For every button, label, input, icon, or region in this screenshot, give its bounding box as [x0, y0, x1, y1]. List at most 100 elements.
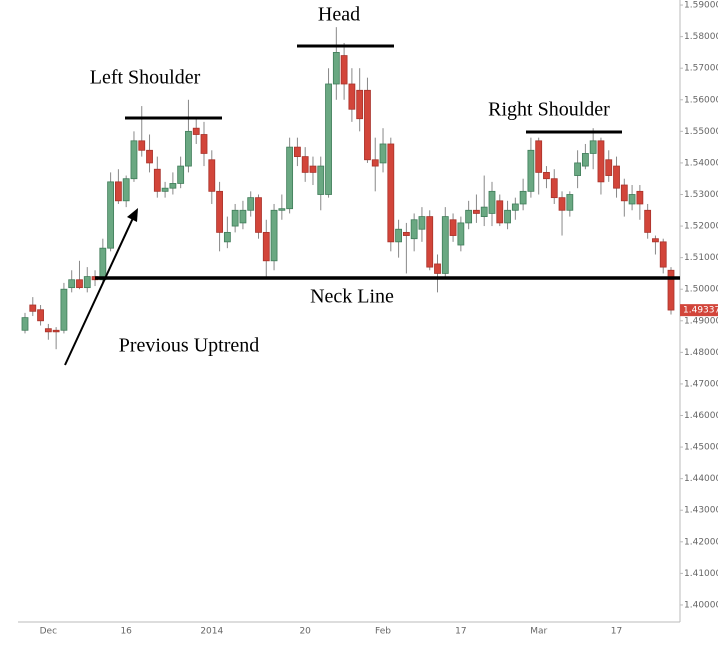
x-tick-label: 17 [611, 627, 622, 637]
candle-down [76, 279, 83, 289]
candle-down [659, 241, 667, 268]
candle-down [402, 231, 410, 236]
candle-up [581, 153, 589, 167]
candle-down [301, 156, 309, 173]
candle-down [496, 200, 504, 224]
x-tick-label: 17 [455, 627, 466, 637]
candle-up [457, 222, 465, 246]
candle-up [247, 197, 255, 211]
candle-down [543, 171, 550, 180]
candle-up [465, 209, 473, 224]
x-tick-label: 16 [120, 627, 132, 637]
candle-down [348, 83, 356, 110]
candle-down [294, 146, 301, 158]
candle-up [332, 52, 340, 85]
candle-up [504, 209, 511, 224]
candle-down [37, 309, 44, 322]
candle-up [317, 165, 325, 195]
y-tick-label: 1.55000 [684, 127, 718, 137]
y-tick-label: 1.41000 [684, 569, 718, 579]
last-price-label: 1.49337 [683, 306, 718, 316]
candle-up [418, 216, 426, 230]
x-tick-label: Mar [530, 627, 547, 637]
candle-down [550, 178, 558, 199]
y-tick-label: 1.47000 [684, 379, 718, 389]
x-tick-label: 2014 [200, 627, 223, 637]
candle-up [589, 140, 597, 154]
candle-down [449, 219, 457, 236]
uptrend-label: Previous Uptrend [119, 335, 260, 357]
candle-up [410, 219, 418, 240]
candle-down [667, 269, 675, 311]
y-tick-label: 1.40000 [684, 600, 718, 610]
y-tick-label: 1.44000 [684, 474, 718, 484]
candle-down [52, 329, 60, 333]
candle-down [114, 181, 122, 202]
candle-down [535, 140, 543, 173]
candle-down [153, 168, 161, 192]
y-tick-label: 1.59000 [684, 1, 718, 11]
candle-down [216, 190, 223, 233]
y-tick-label: 1.42000 [684, 537, 718, 547]
candle-down [29, 304, 37, 312]
candle-down [636, 190, 644, 205]
candle-down [262, 231, 270, 262]
candle-down [138, 140, 146, 151]
candle-down [558, 197, 566, 211]
candle-down [473, 209, 480, 214]
candle-down [387, 143, 395, 243]
neck-line-label: Neck Line [310, 286, 394, 308]
candle-down [426, 216, 434, 268]
candle-up [60, 288, 68, 331]
candle-up [574, 162, 582, 176]
candle-down [356, 89, 364, 120]
candle-up [83, 276, 91, 289]
candle-up [177, 165, 185, 184]
candle-down [255, 197, 262, 233]
candle-down [613, 165, 620, 189]
candle-up [519, 190, 527, 205]
candle-up [231, 209, 239, 227]
candle-up [239, 209, 247, 224]
candle-up [628, 194, 636, 205]
candle-up [169, 183, 177, 189]
candle-down [309, 165, 317, 173]
candle-down [620, 184, 628, 202]
candle-down [146, 149, 153, 164]
y-tick-label: 1.57000 [684, 64, 718, 74]
candle-up [161, 187, 169, 192]
candle-up [379, 143, 387, 164]
y-tick-label: 1.45000 [684, 443, 718, 453]
y-tick-label: 1.49000 [684, 316, 718, 326]
right-shoulder-label: Right Shoulder [488, 99, 610, 121]
candle-down [371, 159, 379, 167]
y-tick-label: 1.46000 [684, 411, 718, 421]
candle-up [68, 279, 76, 289]
candle-up [395, 228, 402, 243]
candle-up [566, 194, 574, 211]
candle-up [107, 181, 115, 249]
candle-up [488, 190, 496, 214]
y-tick-label: 1.54000 [684, 158, 718, 168]
candle-up [511, 203, 519, 211]
candle-up [441, 216, 449, 274]
candle-up [223, 231, 231, 243]
candle-down [200, 134, 208, 154]
candle-down [652, 238, 659, 243]
candles [21, 27, 675, 350]
candle-up [480, 206, 488, 217]
candle-up [325, 83, 332, 195]
candle-down [208, 159, 216, 192]
y-tick-label: 1.52000 [684, 222, 718, 232]
y-tick-label: 1.56000 [684, 95, 718, 105]
candle-down [597, 140, 605, 183]
x-tick-label: Feb [375, 627, 391, 637]
candle-down [192, 127, 200, 135]
y-tick-label: 1.43000 [684, 506, 718, 516]
y-tick-label: 1.48000 [684, 348, 718, 358]
candle-up [99, 247, 107, 281]
candle-down [434, 263, 441, 274]
candle-up [286, 146, 294, 210]
